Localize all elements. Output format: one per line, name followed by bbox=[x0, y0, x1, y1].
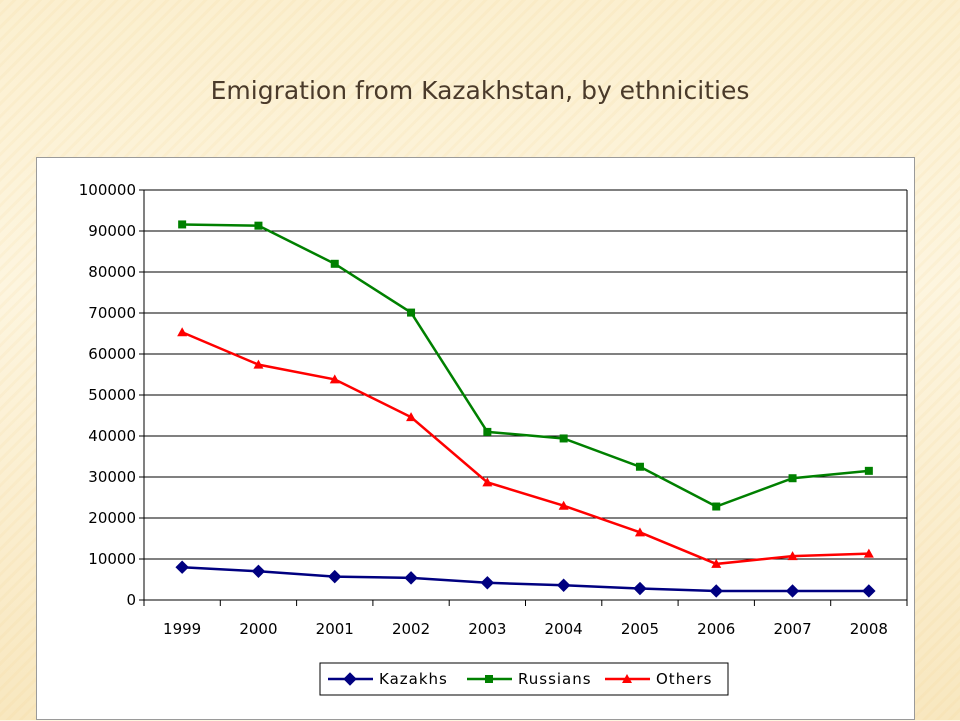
data-point-russians bbox=[635, 462, 644, 471]
legend-marker-russians bbox=[485, 675, 493, 683]
legend-label-russians: Russians bbox=[518, 670, 592, 688]
x-tick-label: 2003 bbox=[468, 620, 506, 638]
data-point-kazakhs bbox=[251, 564, 266, 579]
data-point-kazakhs bbox=[556, 578, 571, 592]
legend-label-kazakhs: Kazakhs bbox=[379, 670, 448, 688]
y-tick-label: 40000 bbox=[88, 427, 136, 445]
legend-marker-others bbox=[622, 674, 632, 683]
y-tick-label: 80000 bbox=[88, 263, 136, 281]
y-tick-label: 0 bbox=[126, 591, 136, 609]
slide-title: Emigration from Kazakhstan, by ethniciti… bbox=[210, 76, 750, 105]
series-line-kazakhs bbox=[182, 565, 869, 593]
data-point-others bbox=[177, 327, 188, 337]
data-point-kazakhs bbox=[175, 560, 189, 574]
x-tick-label: 2002 bbox=[392, 620, 430, 638]
data-point-kazakhs bbox=[480, 576, 495, 590]
data-point-kazakhs bbox=[328, 569, 342, 584]
y-tick-label: 60000 bbox=[88, 345, 136, 363]
y-tick-label: 50000 bbox=[88, 386, 136, 404]
y-tick-label: 30000 bbox=[88, 468, 136, 486]
legend-label-others: Others bbox=[656, 670, 712, 688]
data-point-russians bbox=[483, 427, 492, 436]
data-point-kazakhs bbox=[709, 584, 723, 598]
data-point-others bbox=[253, 359, 264, 369]
chart-frame: 0 10000 20000 30000 40000 50000 60000 70000 8000… bbox=[36, 157, 915, 720]
series-line-russians bbox=[182, 223, 869, 508]
x-tick-label: 2005 bbox=[621, 620, 659, 638]
data-point-others bbox=[711, 558, 722, 568]
data-point-russians bbox=[330, 259, 339, 268]
data-point-russians bbox=[788, 474, 797, 483]
series-line-others bbox=[181, 331, 869, 566]
x-tick-label: 2008 bbox=[850, 620, 888, 638]
y-tick-label: 70000 bbox=[88, 304, 136, 322]
x-tick-label: 2004 bbox=[545, 620, 583, 638]
legend-marker-kazakhs bbox=[343, 672, 357, 686]
x-tick-label: 2007 bbox=[773, 620, 811, 638]
data-point-russians bbox=[178, 220, 187, 229]
x-tick-label: 2001 bbox=[316, 620, 354, 638]
data-point-russians bbox=[712, 502, 721, 511]
data-point-russians bbox=[559, 434, 568, 443]
line-chart: 0 10000 20000 30000 40000 50000 60000 70000 8000… bbox=[79, 181, 908, 696]
y-tick-label: 20000 bbox=[88, 509, 136, 527]
data-point-others bbox=[787, 551, 798, 561]
data-point-russians bbox=[407, 308, 416, 317]
data-point-others bbox=[482, 477, 493, 487]
data-point-others bbox=[329, 374, 340, 384]
y-tick-label: 100000 bbox=[79, 181, 136, 199]
legend-box bbox=[319, 662, 729, 696]
data-point-kazakhs bbox=[404, 571, 418, 585]
data-point-russians bbox=[254, 221, 263, 230]
x-tick-label: 1999 bbox=[163, 620, 201, 638]
data-point-others bbox=[558, 500, 569, 510]
x-tick-label: 2000 bbox=[239, 620, 277, 638]
data-point-others bbox=[863, 548, 874, 558]
data-point-others bbox=[406, 412, 417, 422]
y-tick-label: 10000 bbox=[88, 550, 136, 568]
data-point-kazakhs bbox=[785, 584, 800, 598]
data-point-russians bbox=[864, 466, 873, 475]
data-point-others bbox=[634, 527, 645, 537]
x-tick-label: 2006 bbox=[697, 620, 735, 638]
data-point-kazakhs bbox=[633, 581, 647, 596]
y-tick-label: 90000 bbox=[88, 222, 136, 240]
data-point-kazakhs bbox=[862, 584, 876, 598]
